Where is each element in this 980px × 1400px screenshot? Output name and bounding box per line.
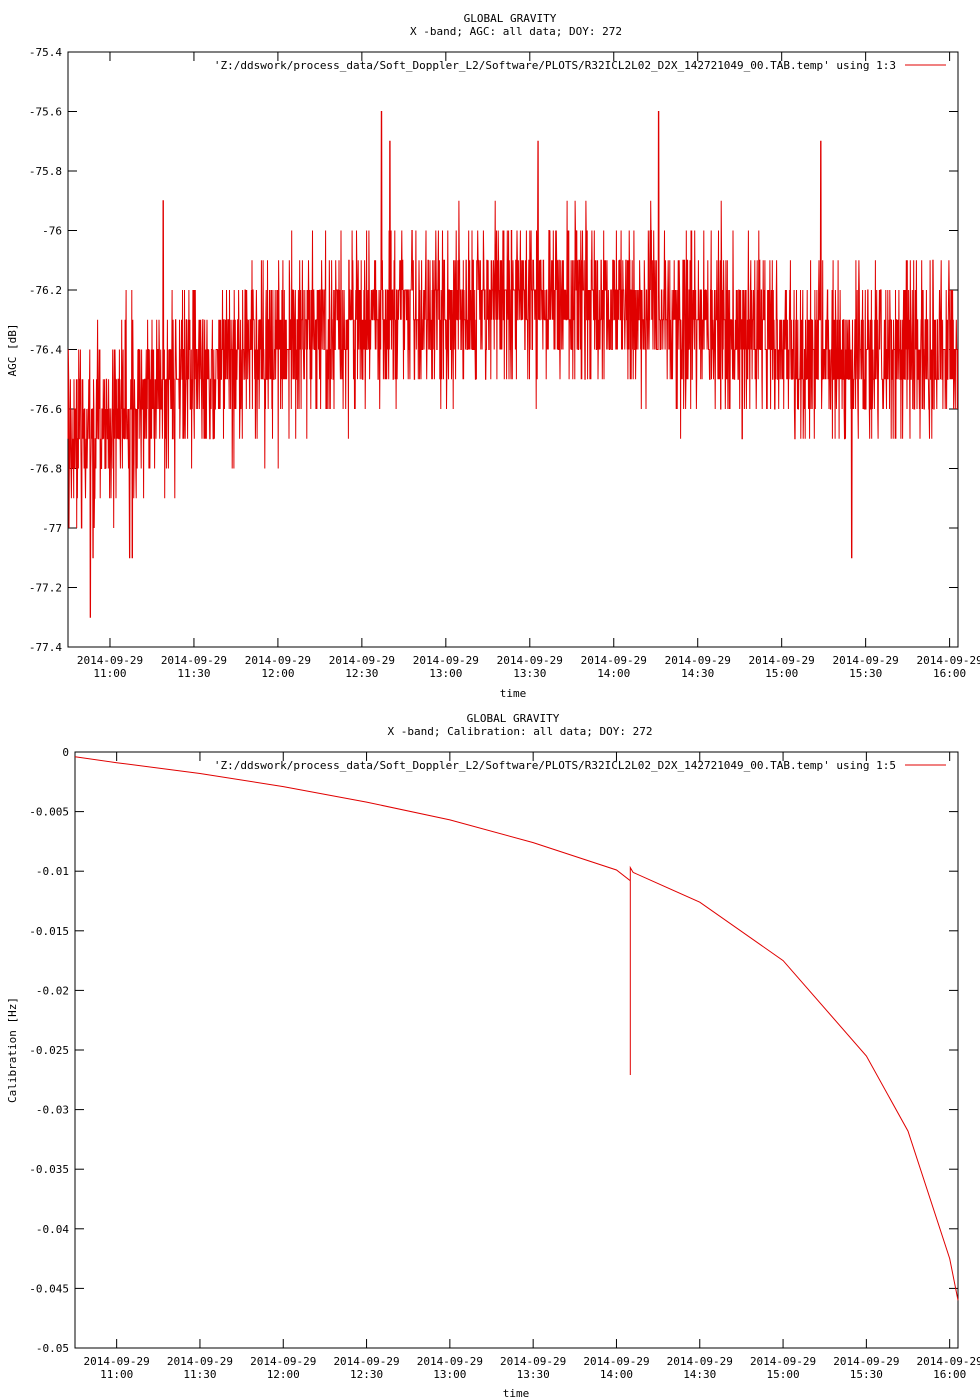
calibration-y-tick-label: -0.045 <box>29 1282 69 1295</box>
agc-x-tick-date: 2014-09-29 <box>77 654 143 667</box>
calibration-y-tick-label: 0 <box>62 746 69 759</box>
calibration-x-tick-time: 13:00 <box>433 1368 466 1381</box>
calibration-x-tick-time: 14:00 <box>600 1368 633 1381</box>
agc-x-tick-time: 16:00 <box>933 667 966 680</box>
agc-chart: GLOBAL GRAVITY X -band; AGC: all data; D… <box>6 12 980 700</box>
agc-y-tick-label: -75.8 <box>29 165 62 178</box>
calibration-y-tick-label: -0.05 <box>36 1342 69 1355</box>
agc-y-tick-label: -77.4 <box>29 641 62 654</box>
calibration-y-tick-label: -0.025 <box>29 1044 69 1057</box>
calibration-x-tick-time: 15:30 <box>850 1368 883 1381</box>
calibration-x-tick-date: 2014-09-29 <box>750 1355 816 1368</box>
calibration-x-tick-date: 2014-09-29 <box>583 1355 649 1368</box>
calibration-chart-legend-label: 'Z:/ddswork/process_data/Soft_Doppler_L2… <box>214 759 896 772</box>
calibration-y-tick-label: -0.04 <box>36 1223 69 1236</box>
calibration-x-tick-date: 2014-09-29 <box>167 1355 233 1368</box>
calibration-chart-y-label: Calibration [Hz] <box>6 997 19 1103</box>
agc-x-tick-time: 12:30 <box>345 667 378 680</box>
calibration-x-tick-time: 12:30 <box>350 1368 383 1381</box>
agc-y-tick-label: -76 <box>42 225 62 238</box>
agc-y-tick-label: -77 <box>42 522 62 535</box>
agc-x-tick-time: 14:00 <box>597 667 630 680</box>
calibration-x-tick-date: 2014-09-29 <box>84 1355 150 1368</box>
agc-x-tick-time: 12:00 <box>261 667 294 680</box>
calibration-series-line <box>74 756 959 1301</box>
calibration-y-tick-label: -0.015 <box>29 925 69 938</box>
agc-x-tick-date: 2014-09-29 <box>161 654 227 667</box>
agc-chart-x-label: time <box>500 687 527 700</box>
agc-x-tick-date: 2014-09-29 <box>497 654 563 667</box>
agc-x-tick-date: 2014-09-29 <box>413 654 479 667</box>
calibration-x-tick-time: 15:00 <box>767 1368 800 1381</box>
calibration-chart-x-label: time <box>503 1387 530 1400</box>
agc-x-tick-date: 2014-09-29 <box>916 654 980 667</box>
agc-x-tick-date: 2014-09-29 <box>329 654 395 667</box>
agc-x-tick-time: 14:30 <box>681 667 714 680</box>
agc-y-tick-label: -75.6 <box>29 106 62 119</box>
agc-x-tick-date: 2014-09-29 <box>581 654 647 667</box>
agc-x-tick-time: 11:30 <box>177 667 210 680</box>
agc-x-tick-date: 2014-09-29 <box>665 654 731 667</box>
calibration-chart-title: GLOBAL GRAVITY <box>467 712 560 725</box>
calibration-x-tick-date: 2014-09-29 <box>917 1355 980 1368</box>
agc-chart-subtitle: X -band; AGC: all data; DOY: 272 <box>410 25 622 38</box>
calibration-x-tick-date: 2014-09-29 <box>833 1355 899 1368</box>
agc-y-tick-label: -76.2 <box>29 284 62 297</box>
calibration-x-tick-date: 2014-09-29 <box>250 1355 316 1368</box>
calibration-chart-plot-area <box>74 751 959 1349</box>
agc-chart-title: GLOBAL GRAVITY <box>464 12 557 25</box>
calibration-chart-subtitle: X -band; Calibration: all data; DOY: 272 <box>388 725 653 738</box>
agc-y-tick-label: -76.4 <box>29 344 62 357</box>
agc-x-tick-time: 15:00 <box>765 667 798 680</box>
calibration-x-tick-time: 14:30 <box>683 1368 716 1381</box>
calibration-x-tick-time: 11:00 <box>100 1368 133 1381</box>
calibration-x-tick-date: 2014-09-29 <box>667 1355 733 1368</box>
agc-chart-legend-label: 'Z:/ddswork/process_data/Soft_Doppler_L2… <box>214 59 896 72</box>
calibration-x-tick-date: 2014-09-29 <box>417 1355 483 1368</box>
calibration-y-tick-label: -0.01 <box>36 865 69 878</box>
calibration-x-tick-time: 12:00 <box>267 1368 300 1381</box>
calibration-x-tick-time: 11:30 <box>183 1368 216 1381</box>
calibration-y-tick-label: -0.03 <box>36 1104 69 1117</box>
calibration-y-tick-label: -0.005 <box>29 806 69 819</box>
agc-chart-y-label: AGC [dB] <box>6 324 19 377</box>
agc-x-tick-time: 11:00 <box>93 667 126 680</box>
calibration-x-tick-time: 13:30 <box>517 1368 550 1381</box>
agc-x-tick-time: 13:30 <box>513 667 546 680</box>
calibration-x-tick-time: 16:00 <box>933 1368 966 1381</box>
agc-x-tick-date: 2014-09-29 <box>833 654 899 667</box>
agc-x-tick-date: 2014-09-29 <box>245 654 311 667</box>
agc-x-tick-time: 13:00 <box>429 667 462 680</box>
agc-y-tick-label: -76.8 <box>29 463 62 476</box>
agc-y-tick-label: -75.4 <box>29 46 62 59</box>
calibration-chart: GLOBAL GRAVITY X -band; Calibration: all… <box>6 712 980 1400</box>
agc-x-tick-time: 15:30 <box>849 667 882 680</box>
calibration-x-tick-date: 2014-09-29 <box>333 1355 399 1368</box>
agc-y-tick-label: -77.2 <box>29 582 62 595</box>
agc-series-line <box>67 111 959 618</box>
agc-x-tick-date: 2014-09-29 <box>749 654 815 667</box>
calibration-x-tick-date: 2014-09-29 <box>500 1355 566 1368</box>
calibration-y-tick-label: -0.035 <box>29 1163 69 1176</box>
agc-y-tick-label: -76.6 <box>29 403 62 416</box>
calibration-y-tick-label: -0.02 <box>36 984 69 997</box>
